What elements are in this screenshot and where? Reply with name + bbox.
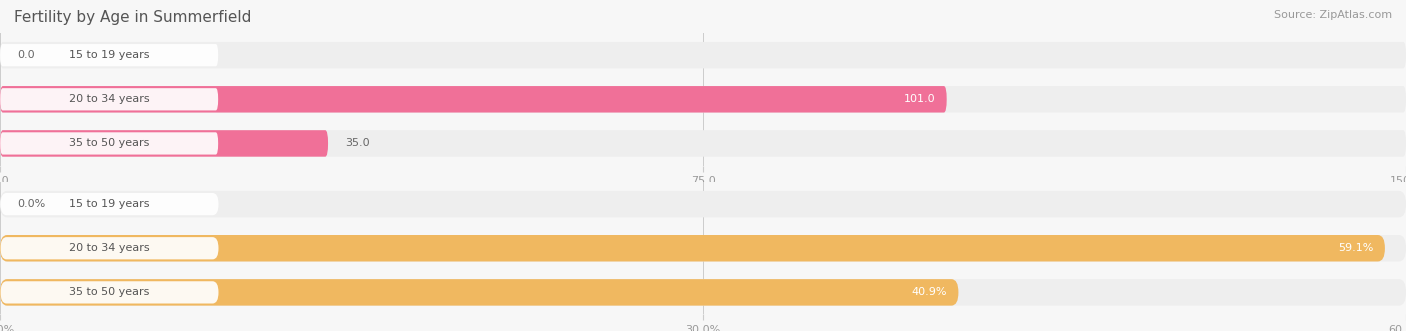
Text: 35 to 50 years: 35 to 50 years bbox=[69, 287, 149, 297]
Text: 0.0%: 0.0% bbox=[17, 199, 45, 209]
Text: 40.9%: 40.9% bbox=[911, 287, 948, 297]
FancyBboxPatch shape bbox=[0, 237, 218, 260]
FancyBboxPatch shape bbox=[0, 86, 946, 113]
FancyBboxPatch shape bbox=[0, 193, 218, 215]
FancyBboxPatch shape bbox=[0, 42, 1406, 69]
Text: 20 to 34 years: 20 to 34 years bbox=[69, 94, 149, 104]
FancyBboxPatch shape bbox=[0, 86, 1406, 113]
Text: 0.0: 0.0 bbox=[17, 50, 35, 60]
FancyBboxPatch shape bbox=[0, 132, 218, 155]
Text: 35.0: 35.0 bbox=[344, 138, 370, 148]
FancyBboxPatch shape bbox=[0, 130, 1406, 157]
Text: 101.0: 101.0 bbox=[904, 94, 935, 104]
Text: 20 to 34 years: 20 to 34 years bbox=[69, 243, 150, 253]
FancyBboxPatch shape bbox=[0, 88, 218, 111]
Text: Source: ZipAtlas.com: Source: ZipAtlas.com bbox=[1274, 10, 1392, 20]
FancyBboxPatch shape bbox=[0, 130, 328, 157]
Text: 35 to 50 years: 35 to 50 years bbox=[69, 138, 149, 148]
FancyBboxPatch shape bbox=[0, 279, 959, 306]
FancyBboxPatch shape bbox=[0, 44, 218, 66]
FancyBboxPatch shape bbox=[0, 235, 1385, 261]
Text: Fertility by Age in Summerfield: Fertility by Age in Summerfield bbox=[14, 10, 252, 25]
FancyBboxPatch shape bbox=[0, 235, 1406, 261]
Text: 15 to 19 years: 15 to 19 years bbox=[69, 199, 150, 209]
Text: 59.1%: 59.1% bbox=[1339, 243, 1374, 253]
Text: 15 to 19 years: 15 to 19 years bbox=[69, 50, 149, 60]
FancyBboxPatch shape bbox=[0, 281, 218, 304]
FancyBboxPatch shape bbox=[0, 279, 1406, 306]
FancyBboxPatch shape bbox=[0, 191, 1406, 217]
